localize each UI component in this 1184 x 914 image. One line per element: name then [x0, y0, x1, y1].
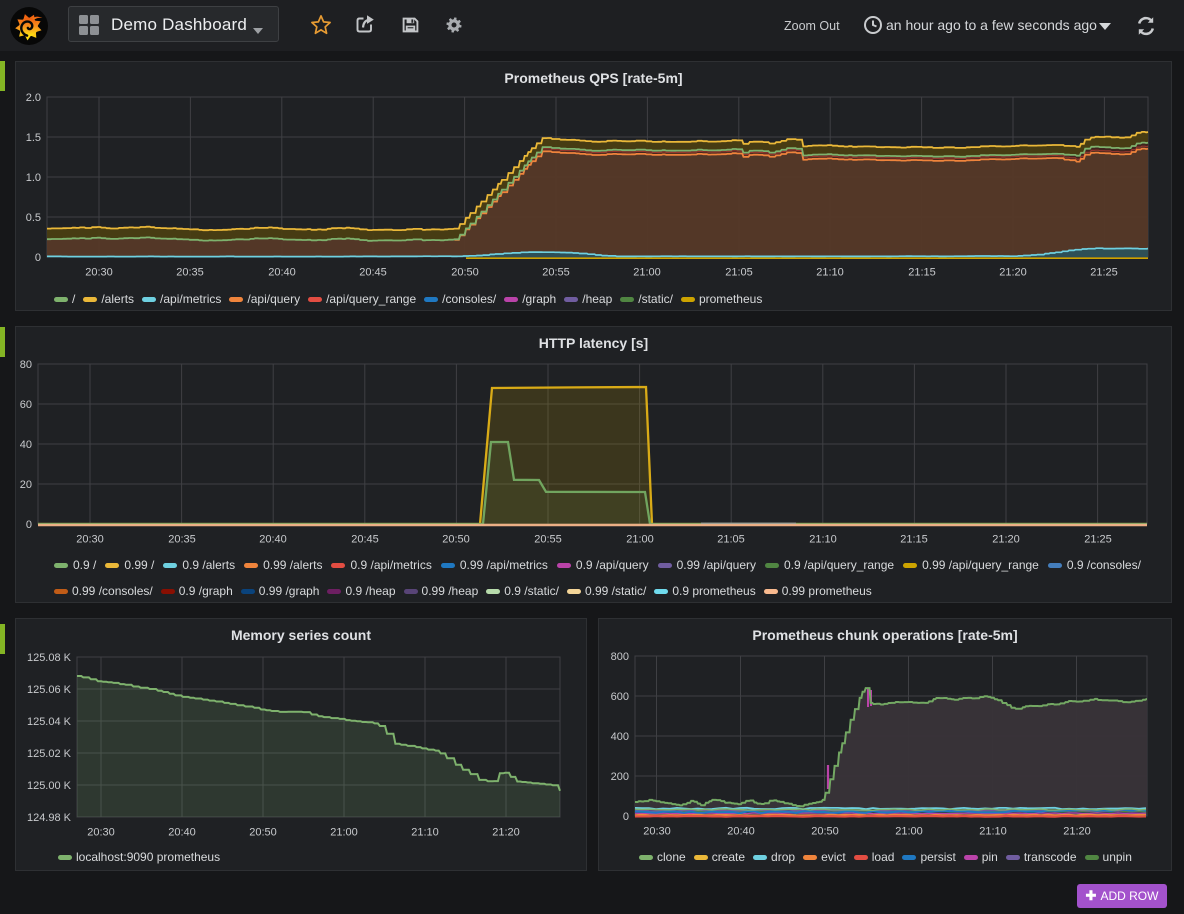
svg-text:21:00: 21:00 [330, 827, 358, 839]
svg-text:400: 400 [611, 731, 629, 743]
svg-text:125.02 K: 125.02 K [27, 748, 72, 760]
svg-text:200: 200 [611, 771, 629, 783]
svg-text:21:15: 21:15 [908, 267, 936, 279]
svg-text:21:10: 21:10 [411, 827, 439, 839]
svg-text:20:35: 20:35 [168, 534, 196, 546]
svg-text:21:00: 21:00 [626, 534, 654, 546]
svg-text:20:50: 20:50 [811, 826, 839, 838]
svg-text:60: 60 [20, 399, 32, 411]
svg-text:21:20: 21:20 [999, 267, 1027, 279]
svg-text:21:20: 21:20 [492, 827, 520, 839]
svg-text:20:30: 20:30 [643, 826, 671, 838]
svg-text:20:50: 20:50 [451, 267, 479, 279]
svg-text:21:25: 21:25 [1090, 267, 1118, 279]
svg-text:600: 600 [611, 691, 629, 703]
svg-text:20:50: 20:50 [442, 534, 470, 546]
svg-text:1.5: 1.5 [26, 132, 41, 144]
svg-text:21:20: 21:20 [992, 534, 1020, 546]
svg-text:21:15: 21:15 [900, 534, 928, 546]
svg-text:0.5: 0.5 [26, 212, 41, 224]
svg-text:21:25: 21:25 [1084, 534, 1112, 546]
svg-text:20:40: 20:40 [259, 534, 287, 546]
svg-text:21:10: 21:10 [979, 826, 1007, 838]
svg-text:124.98 K: 124.98 K [27, 812, 72, 824]
svg-text:20:55: 20:55 [534, 534, 562, 546]
svg-text:21:10: 21:10 [816, 267, 844, 279]
svg-text:20:40: 20:40 [727, 826, 755, 838]
svg-text:125.08 K: 125.08 K [27, 652, 72, 664]
svg-text:20:35: 20:35 [176, 267, 204, 279]
svg-text:21:05: 21:05 [717, 534, 745, 546]
svg-text:21:00: 21:00 [633, 267, 661, 279]
svg-text:800: 800 [611, 651, 629, 663]
svg-text:20:55: 20:55 [542, 267, 570, 279]
svg-text:20:45: 20:45 [359, 267, 387, 279]
svg-text:2.0: 2.0 [26, 92, 41, 104]
svg-text:20:30: 20:30 [76, 534, 104, 546]
svg-text:21:20: 21:20 [1063, 826, 1091, 838]
svg-text:125.04 K: 125.04 K [27, 716, 72, 728]
svg-text:20:30: 20:30 [87, 827, 115, 839]
svg-text:20:40: 20:40 [268, 267, 296, 279]
svg-text:125.06 K: 125.06 K [27, 684, 72, 696]
svg-text:1.0: 1.0 [26, 172, 41, 184]
svg-text:21:00: 21:00 [895, 826, 923, 838]
svg-text:20: 20 [20, 479, 32, 491]
svg-text:125.00 K: 125.00 K [27, 780, 72, 792]
svg-text:0: 0 [26, 519, 32, 531]
svg-text:20:45: 20:45 [351, 534, 379, 546]
svg-text:0: 0 [35, 252, 41, 264]
svg-text:80: 80 [20, 359, 32, 371]
svg-text:21:05: 21:05 [725, 267, 753, 279]
svg-text:20:30: 20:30 [85, 267, 113, 279]
svg-text:0: 0 [623, 811, 629, 823]
svg-text:40: 40 [20, 439, 32, 451]
svg-text:20:50: 20:50 [249, 827, 277, 839]
svg-text:21:10: 21:10 [809, 534, 837, 546]
svg-text:20:40: 20:40 [168, 827, 196, 839]
